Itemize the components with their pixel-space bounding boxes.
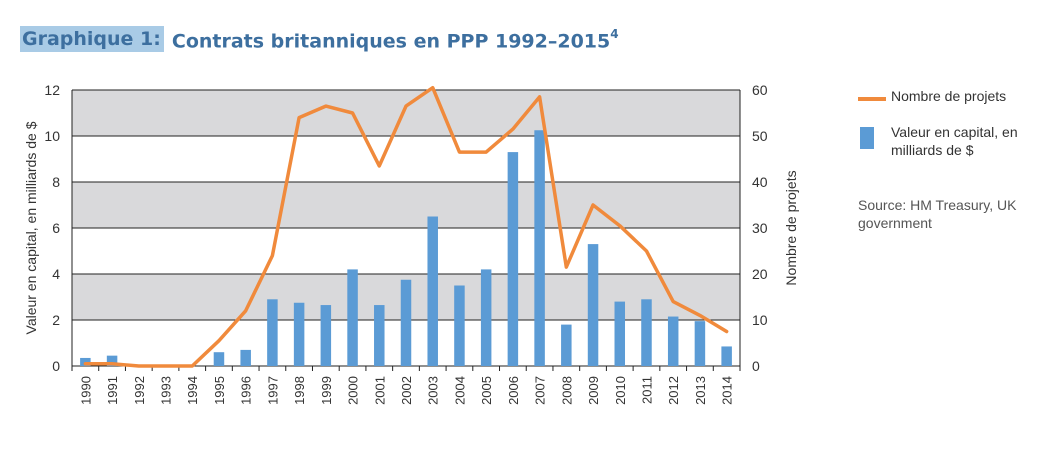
- y-tick-label-left: 8: [52, 174, 60, 190]
- chart-title-prefix: Graphique 1:: [20, 26, 164, 52]
- chart-title-main: Contrats britanniques en PPP 1992–20154: [172, 24, 619, 53]
- y-tick-label-right: 50: [752, 128, 768, 144]
- bar: [213, 352, 225, 366]
- bar: [561, 324, 572, 366]
- x-tick-label: 1993: [159, 376, 174, 405]
- y-tick-label-right: 40: [752, 174, 768, 190]
- x-tick-label: 2008: [559, 376, 574, 405]
- series-line-projets: [83, 85, 729, 368]
- x-tick-label: 1995: [212, 376, 227, 405]
- y-tick-label-left: 10: [44, 128, 60, 144]
- x-tick-label: 1998: [292, 376, 307, 405]
- y-tick-label-right: 60: [752, 82, 768, 98]
- x-tick-label: 1994: [185, 376, 200, 405]
- y-tick-label-right: 20: [752, 266, 768, 282]
- legend-bar-swatch: [860, 127, 874, 149]
- bar: [347, 269, 358, 366]
- bar: [267, 299, 278, 366]
- bar: [667, 316, 679, 366]
- legend-line-label: Nombre de projets: [891, 88, 1007, 104]
- legend-item-bar: Valeur en capital, en milliards de $: [858, 123, 1058, 159]
- bar: [400, 279, 412, 366]
- x-tick-label: 1990: [78, 376, 93, 405]
- bar: [454, 285, 465, 366]
- x-tick-label: 2006: [506, 376, 521, 405]
- grid-band: [72, 136, 740, 182]
- bar: [614, 301, 626, 366]
- y-tick-label-left: 6: [52, 220, 60, 236]
- legend-bar-label: Valeur en capital, en milliards de $: [891, 124, 1018, 158]
- grid-band: [72, 228, 740, 274]
- bar: [427, 216, 438, 366]
- x-tick-label: 2001: [372, 376, 387, 405]
- legend-line-swatch: [858, 97, 886, 101]
- bar: [106, 355, 118, 366]
- bar: [374, 305, 385, 366]
- bar: [480, 269, 492, 366]
- chart-title-footnote: 4: [610, 27, 619, 42]
- x-tick-label: 2007: [533, 376, 548, 405]
- grid-band: [72, 182, 740, 228]
- y-tick-label-left: 0: [52, 358, 60, 374]
- x-tick-label: 2009: [586, 376, 601, 405]
- y-axis-title-left: Valeur en capital, en milliards de $: [23, 121, 39, 334]
- bar: [240, 349, 251, 366]
- x-tick-label: 1997: [265, 376, 280, 405]
- chart-legend: Nombre de projets Valeur en capital, en …: [858, 87, 1058, 159]
- x-tick-label: 2014: [720, 376, 735, 405]
- y-tick-label-right: 10: [752, 312, 768, 328]
- chart-title-text: Contrats britanniques en PPP 1992–2015: [171, 30, 611, 53]
- x-tick-label: 2004: [452, 376, 467, 405]
- bar: [641, 299, 652, 366]
- chart-source: Source: HM Treasury, UK government: [858, 197, 1017, 231]
- y-tick-label-left: 2: [52, 312, 60, 328]
- bar: [587, 244, 599, 366]
- y-tick-label-right: 0: [752, 358, 760, 374]
- bar: [293, 302, 305, 366]
- x-tick-label: 2012: [666, 376, 681, 405]
- bar: [694, 321, 706, 366]
- legend-item-line: Nombre de projets: [858, 87, 1058, 105]
- y-tick-label-right: 30: [752, 220, 768, 236]
- x-tick-label: 1992: [132, 376, 147, 405]
- bar: [534, 130, 545, 366]
- x-tick-label: 2005: [479, 376, 494, 405]
- bar: [507, 152, 519, 366]
- x-tick-label: 1999: [319, 376, 334, 405]
- x-tick-label: 1991: [105, 376, 120, 405]
- x-tick-label: 2002: [399, 376, 414, 405]
- x-tick-label: 1996: [239, 376, 254, 405]
- chart-title: Graphique 1: Contrats britanniques en PP…: [20, 24, 619, 54]
- y-tick-label-left: 4: [52, 266, 60, 282]
- x-tick-label: 2011: [639, 376, 654, 404]
- x-tick-label: 2013: [693, 376, 708, 405]
- x-tick-label: 2010: [613, 376, 628, 405]
- y-tick-label-left: 12: [44, 82, 60, 98]
- x-tick-label: 2003: [426, 376, 441, 405]
- x-tick-label: 2000: [346, 376, 361, 405]
- grid-band: [72, 90, 740, 136]
- bar: [721, 346, 732, 366]
- y-axis-title-right: Nombre de projets: [783, 170, 799, 285]
- bar: [320, 305, 332, 366]
